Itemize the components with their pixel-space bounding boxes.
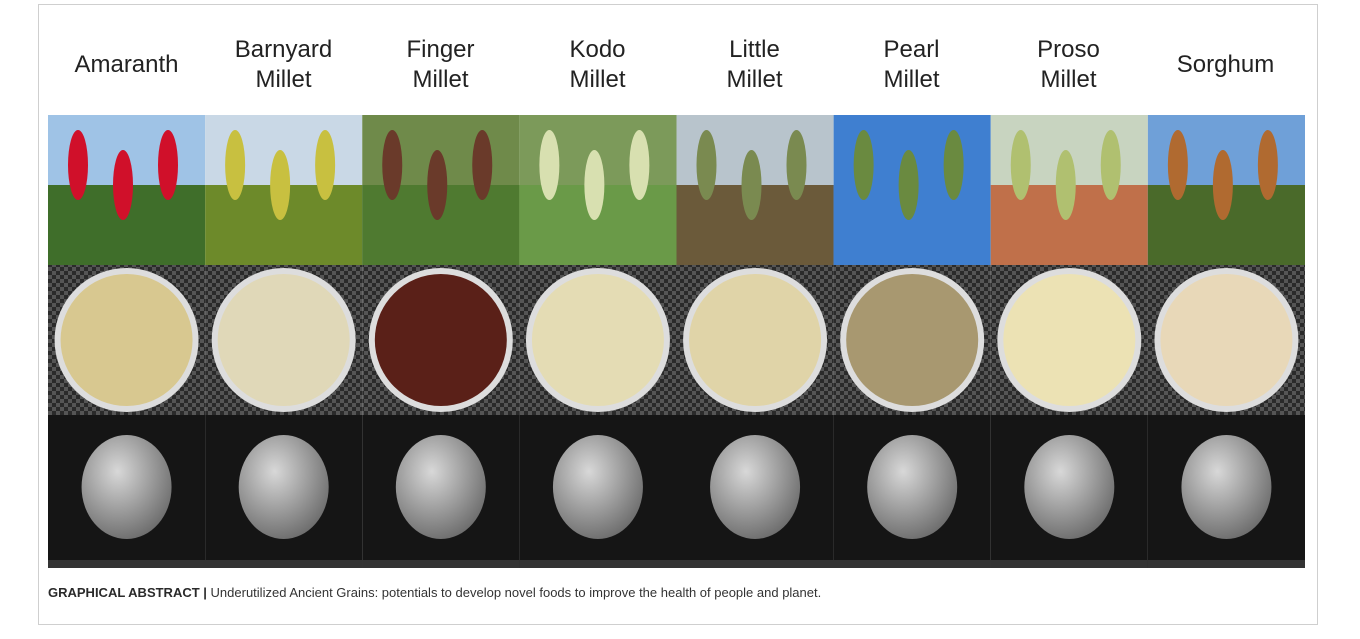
plant-head	[225, 130, 246, 200]
plant-head	[741, 150, 762, 220]
plant-head	[629, 130, 650, 200]
grain-pile	[689, 274, 822, 406]
grain-pile	[531, 274, 664, 406]
grain-pile	[217, 274, 350, 406]
plant-head	[898, 150, 919, 220]
plant-head	[1167, 130, 1188, 200]
grain-pile	[846, 274, 979, 406]
column-label: Little Millet	[726, 36, 783, 93]
plant-head	[539, 130, 560, 200]
plant-head	[158, 130, 178, 200]
sem-grain	[552, 435, 643, 539]
sem-grain	[710, 435, 801, 539]
sem-grain	[867, 435, 958, 539]
grain-pile	[374, 274, 507, 406]
plant-head	[696, 130, 717, 200]
sem-scalebar	[833, 560, 991, 568]
sem-grain	[81, 435, 172, 539]
plant-head	[853, 130, 874, 200]
image-grid	[48, 115, 1305, 568]
column-label: Barnyard Millet	[234, 36, 333, 93]
grain-pile	[1003, 274, 1136, 406]
plant-head	[1257, 130, 1278, 200]
sem-scalebar	[519, 560, 677, 568]
plant-head	[584, 150, 605, 220]
caption: GRAPHICAL ABSTRACT | Underutilized Ancie…	[48, 585, 821, 600]
plant-head	[943, 130, 964, 200]
column-label: Finger Millet	[406, 36, 475, 93]
plant-head	[786, 130, 807, 200]
figure-frame	[38, 4, 1318, 625]
plant-head	[382, 130, 403, 200]
sem-scalebar	[1147, 560, 1305, 568]
plant-head	[1100, 130, 1121, 200]
column-label: Pearl Millet	[883, 36, 940, 93]
plant-head	[427, 150, 448, 220]
grain-pile	[60, 274, 193, 406]
plant-head	[270, 150, 291, 220]
sem-grain	[395, 435, 486, 539]
caption-label: GRAPHICAL ABSTRACT |	[48, 585, 207, 600]
caption-text: Underutilized Ancient Grains: potentials…	[210, 585, 822, 600]
sem-grain	[1024, 435, 1115, 539]
plant-head	[68, 130, 88, 200]
column-label: Sorghum	[1176, 51, 1275, 78]
column-label: Kodo Millet	[569, 36, 626, 93]
plant-head	[315, 130, 336, 200]
sem-scalebar	[48, 560, 206, 568]
plant-head	[1212, 150, 1233, 220]
sem-scalebar	[362, 560, 520, 568]
grain-pile	[1160, 274, 1293, 406]
sem-scalebar	[205, 560, 363, 568]
column-label: Proso Millet	[1037, 36, 1100, 93]
sem-scalebar	[676, 560, 834, 568]
column-label: Amaranth	[74, 51, 179, 78]
plant-head	[1010, 130, 1031, 200]
column-labels: Amaranth Barnyard Millet Finger Millet Kodo…	[48, 22, 1305, 108]
plant-head	[1055, 150, 1076, 220]
plant-head	[113, 150, 133, 220]
sem-grain	[238, 435, 329, 539]
plant-head	[472, 130, 493, 200]
sem-scalebar	[990, 560, 1148, 568]
sem-grain	[1181, 435, 1272, 539]
